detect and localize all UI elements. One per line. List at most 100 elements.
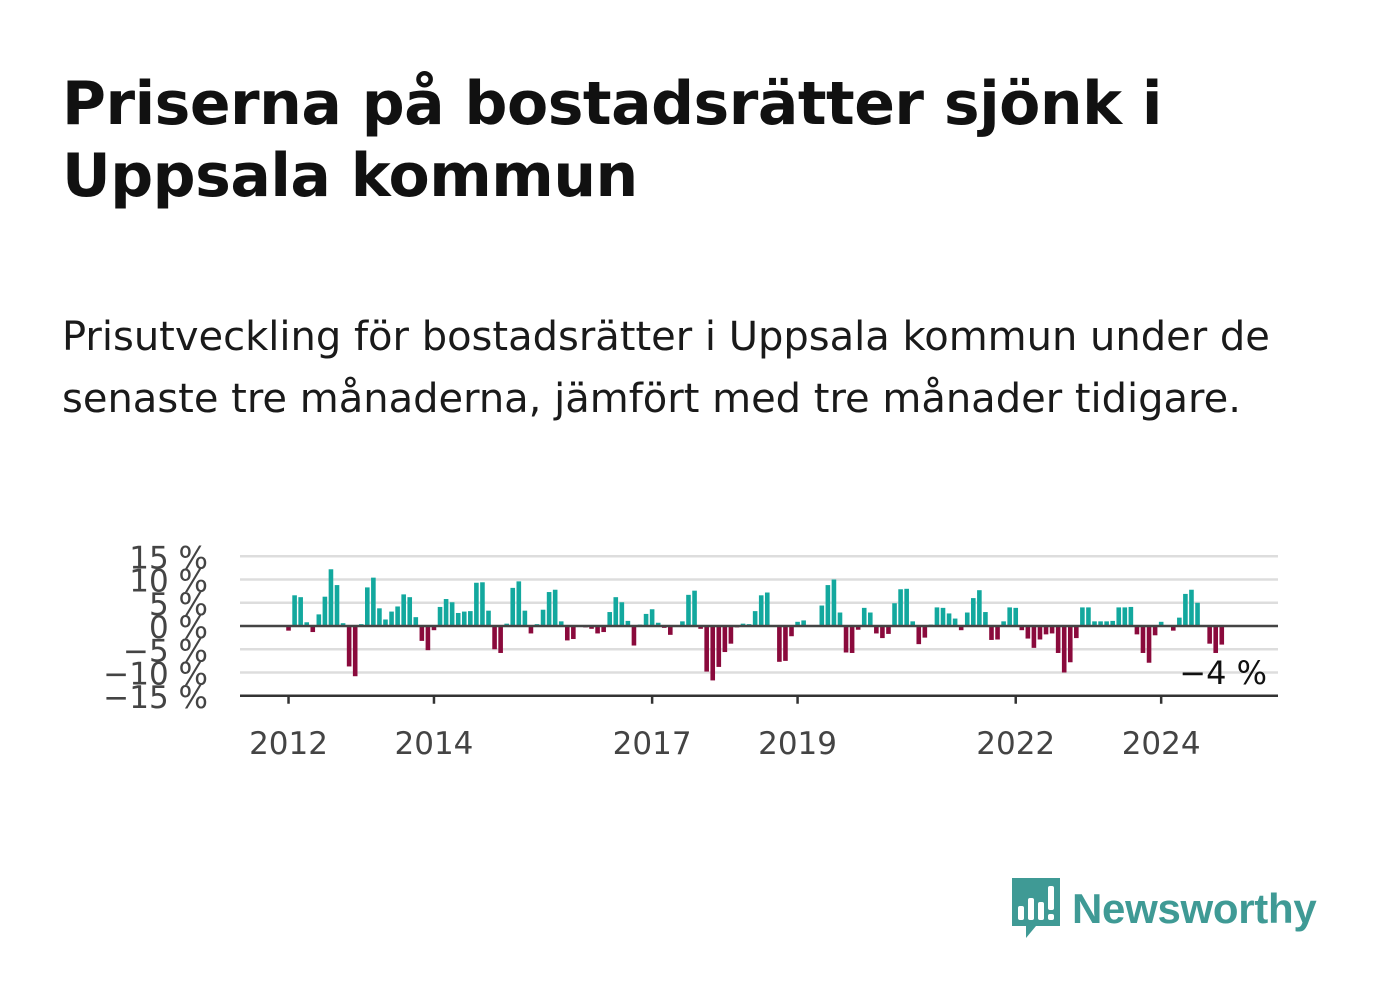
- bar: [649, 609, 655, 626]
- bar: [983, 612, 988, 626]
- bar: [449, 602, 455, 626]
- x-tick-label: 2017: [613, 726, 692, 762]
- bar: [1189, 589, 1194, 626]
- bar: [783, 626, 788, 661]
- bar: [437, 606, 443, 627]
- bar: [1104, 621, 1109, 626]
- x-tick-label: 2019: [758, 726, 837, 762]
- bar: [1043, 626, 1049, 635]
- bar: [916, 626, 922, 645]
- x-tick-label: 2024: [1122, 726, 1201, 762]
- bar: [1013, 607, 1019, 626]
- bar: [1031, 626, 1037, 648]
- bar: [643, 613, 649, 626]
- bar: [964, 612, 970, 627]
- bar: [1177, 617, 1182, 626]
- bar: [389, 611, 394, 626]
- bar: [1110, 620, 1115, 627]
- bar: [1116, 607, 1122, 626]
- bar: [886, 626, 891, 634]
- x-tick-label: 2014: [395, 726, 474, 762]
- bar: [1037, 626, 1043, 640]
- bar: [595, 626, 600, 634]
- bar: [286, 626, 291, 631]
- bar: [977, 590, 982, 626]
- bar: [801, 620, 806, 626]
- bar: [1086, 607, 1091, 626]
- bar: [486, 610, 491, 627]
- bars: [286, 569, 1225, 681]
- bar: [316, 614, 322, 627]
- bar: [383, 619, 388, 626]
- bar: [837, 612, 843, 627]
- bar: [1055, 626, 1061, 653]
- bar: [401, 594, 406, 626]
- bar: [407, 597, 413, 626]
- bar: [601, 626, 606, 633]
- bar: [298, 597, 303, 626]
- bar: [892, 603, 897, 627]
- bar: [958, 626, 964, 631]
- bar: [789, 626, 794, 637]
- bar: [819, 605, 825, 626]
- bar: [413, 617, 419, 626]
- bar: [552, 589, 558, 626]
- bar: [395, 606, 400, 626]
- bar: [971, 598, 976, 626]
- bar: [758, 595, 764, 626]
- bar: [631, 626, 637, 646]
- bar: [698, 626, 703, 629]
- y-tick-label: −5 %: [123, 633, 208, 669]
- bar: [722, 626, 728, 653]
- bar: [825, 585, 831, 626]
- bar: [498, 626, 503, 653]
- bar: [989, 626, 994, 640]
- bar: [1025, 626, 1031, 639]
- bar: [528, 626, 534, 634]
- bar: [546, 592, 552, 626]
- bar: [328, 569, 334, 626]
- bar: [1183, 593, 1188, 626]
- bar: [934, 607, 940, 626]
- bar: [443, 599, 449, 626]
- bar: [849, 626, 855, 653]
- bar: [680, 621, 685, 626]
- bar: [1061, 626, 1067, 673]
- bar: [510, 587, 516, 626]
- bar: [910, 621, 916, 626]
- x-axis: 2012 2014 2017 2019 2022 2024: [249, 695, 1201, 762]
- bar: [310, 626, 316, 633]
- bar: [613, 597, 619, 626]
- bar: [619, 602, 625, 626]
- bar: [1158, 621, 1164, 626]
- bar: [419, 626, 425, 641]
- bar: [522, 610, 528, 627]
- bar: [425, 626, 431, 651]
- bar: [1134, 626, 1140, 635]
- newsworthy-logo-icon: [1012, 878, 1060, 938]
- bar: [867, 612, 873, 627]
- bar: [540, 609, 546, 626]
- bar: [292, 595, 297, 626]
- bar: [480, 582, 485, 626]
- bar: [461, 611, 467, 626]
- brand: Newsworthy: [1010, 876, 1317, 942]
- bar: [843, 626, 849, 653]
- bar: [995, 626, 1000, 640]
- bar: [668, 626, 673, 635]
- bar: [728, 626, 734, 644]
- bar: [861, 607, 867, 626]
- bar: [946, 613, 952, 626]
- x-tick-label: 2022: [976, 726, 1055, 762]
- bar: [922, 626, 928, 638]
- bar: [377, 608, 382, 626]
- bar: [898, 589, 903, 626]
- bar: [874, 626, 879, 634]
- bar: [431, 626, 437, 631]
- bar: [692, 590, 697, 626]
- bar: [558, 621, 564, 626]
- bar: [334, 585, 340, 626]
- y-tick-label: −15 %: [103, 680, 208, 716]
- bar: [371, 577, 376, 626]
- bar: [492, 626, 497, 650]
